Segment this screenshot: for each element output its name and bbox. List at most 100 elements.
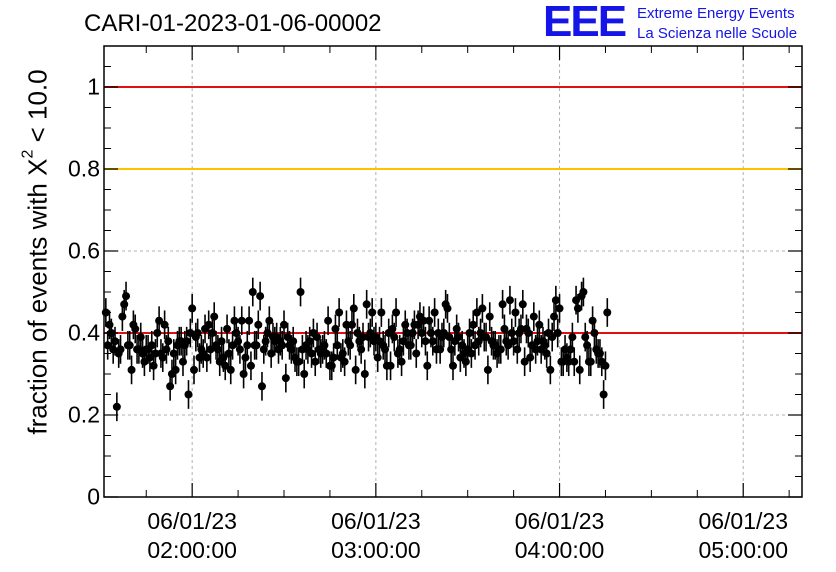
data-point: [111, 337, 120, 346]
data-point: [320, 341, 329, 350]
data-point: [423, 361, 432, 370]
data-point: [478, 304, 487, 313]
data-point: [390, 333, 399, 342]
data-point: [575, 365, 584, 374]
x-tick-date: 06/01/23: [147, 508, 237, 534]
data-point: [267, 349, 276, 358]
data-point: [153, 329, 162, 337]
data-point: [178, 357, 187, 366]
logo-line-1: Extreme Energy Events: [637, 5, 795, 22]
data-point: [381, 345, 390, 354]
y-tick-label: 0.2: [68, 401, 100, 428]
data-point: [206, 345, 215, 354]
data-point: [322, 349, 331, 358]
data-point: [235, 345, 244, 354]
data-point: [570, 357, 579, 366]
data-point: [360, 370, 369, 378]
data-point: [300, 370, 309, 378]
data-point: [555, 304, 564, 313]
data-point: [202, 353, 211, 362]
y-tick-label: 0.6: [68, 237, 100, 264]
data-point: [190, 365, 199, 374]
data-point: [305, 337, 314, 346]
data-point: [412, 349, 421, 358]
data-point: [340, 357, 349, 366]
data-point: [232, 329, 241, 337]
data-point: [120, 300, 129, 309]
data-point: [122, 292, 131, 301]
data-point: [164, 337, 173, 346]
data-point: [449, 361, 457, 370]
data-point: [518, 300, 527, 309]
data-point: [439, 329, 448, 337]
data-point: [406, 341, 415, 350]
y-tick-label: 1: [87, 73, 100, 100]
data-point: [127, 365, 136, 374]
data-point: [590, 329, 599, 337]
data-point: [307, 349, 316, 358]
data-point: [335, 308, 344, 317]
data-point: [166, 382, 175, 391]
data-point: [186, 329, 195, 337]
data-point: [256, 292, 265, 301]
data-point: [583, 341, 592, 350]
data-point: [228, 341, 237, 350]
data-point: [421, 337, 430, 346]
data-point: [553, 329, 562, 337]
data-point: [395, 345, 404, 354]
data-point: [324, 316, 333, 325]
data-point: [524, 329, 533, 337]
data-point: [417, 329, 426, 337]
data-point: [357, 345, 366, 354]
data-point: [217, 337, 226, 346]
data-point: [116, 345, 125, 354]
data-point: [388, 324, 397, 333]
data-point: [184, 390, 193, 399]
data-point: [436, 345, 445, 354]
data-point: [265, 316, 274, 325]
data-point: [498, 300, 507, 309]
data-point: [252, 341, 261, 350]
data-point: [105, 320, 114, 329]
x-tick-date: 06/01/23: [331, 508, 421, 534]
data-point: [546, 365, 555, 374]
data-point: [193, 329, 202, 337]
data-point: [573, 304, 582, 313]
data-point: [243, 341, 252, 350]
data-point: [147, 341, 156, 350]
data-point: [496, 345, 505, 354]
data-point: [188, 304, 197, 313]
data-point: [342, 320, 351, 329]
data-point: [281, 374, 290, 383]
data-point: [581, 333, 590, 342]
data-point: [351, 365, 360, 374]
data-point: [392, 308, 401, 317]
data-point: [246, 361, 255, 370]
data-point: [482, 333, 491, 342]
data-point: [278, 341, 287, 350]
data-point: [542, 349, 551, 358]
axes: [103, 45, 803, 498]
data-point: [401, 320, 410, 329]
x-tick-time: 04:00:00: [514, 537, 605, 563]
data-point: [237, 316, 246, 325]
data-point: [579, 288, 588, 296]
data-point: [333, 341, 342, 350]
x-tick-label: 06/01/23 05:00:00: [698, 507, 788, 565]
data-point: [327, 361, 336, 370]
chart-title: CARI-01-2023-01-06-00002: [84, 10, 382, 37]
data-point: [465, 329, 474, 337]
logo-line-2: La Scienza nelle Scuole: [637, 25, 798, 42]
y-tick-label: 0.4: [68, 319, 100, 346]
data-point: [224, 349, 233, 358]
data-point: [601, 361, 610, 370]
data-point: [507, 329, 516, 337]
data-point: [595, 349, 604, 358]
data-point: [533, 337, 542, 346]
x-tick-label: 06/01/23 04:00:00: [515, 507, 605, 565]
data-point: [513, 345, 522, 354]
data-point: [331, 324, 340, 333]
data-point: [221, 361, 230, 370]
data-point: [204, 320, 213, 329]
